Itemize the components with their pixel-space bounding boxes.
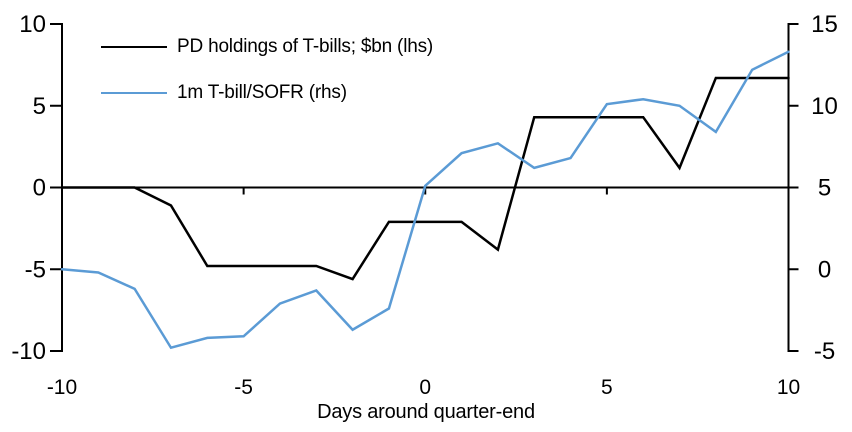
left-axis-tick-label: 5 [33, 93, 46, 120]
legend-item-pd-holdings: PD holdings of T-bills; $bn (lhs) [101, 24, 433, 70]
right-axis-tick-label: 5 [818, 175, 831, 202]
x-axis-tick-label: 0 [419, 376, 431, 399]
x-axis-tick-label: -5 [234, 376, 253, 399]
x-axis-tick-label: 10 [777, 376, 800, 399]
legend: PD holdings of T-bills; $bn (lhs) 1m T-b… [101, 24, 433, 116]
right-axis-tick-label: 0 [818, 256, 831, 283]
legend-line-sample-blue [101, 92, 167, 94]
legend-item-sofr-spread: 1m T-bill/SOFR (rhs) [101, 70, 433, 116]
right-axis-tick-label: 15 [811, 11, 838, 38]
left-axis-tick-label: 10 [19, 11, 46, 38]
left-axis-tick-label: -10 [11, 338, 46, 365]
x-axis-title: Days around quarter-end [317, 401, 535, 423]
left-axis-tick-label: 0 [33, 175, 46, 202]
series-line-1m-t-bill-sofr-rhs [60, 50, 790, 350]
x-axis-tick-label: -10 [47, 376, 77, 399]
series-line-pd-holdings-of-t-bills-bn-lhs [60, 76, 790, 281]
legend-label-pd-holdings: PD holdings of T-bills; $bn (lhs) [177, 36, 434, 57]
left-axis-tick-label: -5 [25, 256, 46, 283]
legend-label-sofr-spread: 1m T-bill/SOFR (rhs) [177, 82, 347, 103]
right-axis-tick-label: -5 [814, 338, 835, 365]
right-axis-tick-label: 10 [811, 93, 838, 120]
x-axis-tick-label: 5 [601, 376, 613, 399]
legend-line-sample-black [101, 46, 167, 48]
